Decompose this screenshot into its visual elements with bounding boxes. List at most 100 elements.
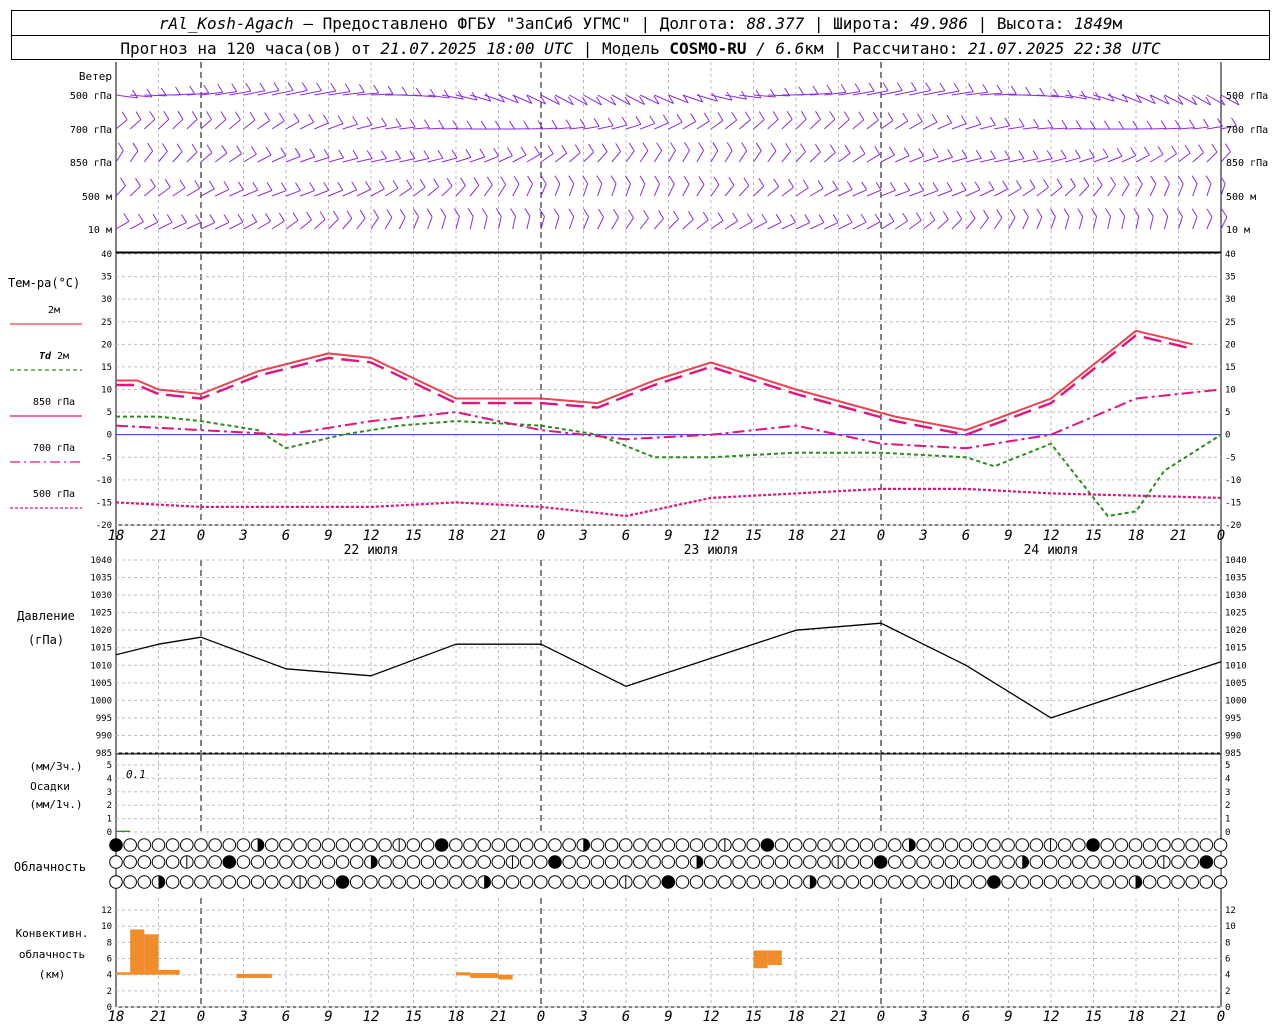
wind-barb xyxy=(1078,185,1090,197)
time-tick-label: 9 xyxy=(1004,528,1012,544)
precip-ytick-right: 1 xyxy=(1225,815,1230,825)
wind-barb-flag xyxy=(684,142,690,151)
wind-barb-flag xyxy=(1217,118,1223,127)
wind-barb-flag xyxy=(453,208,460,217)
wind-barb-flag xyxy=(858,111,865,121)
wind-barb-flag xyxy=(1056,178,1063,187)
wind-barb-flag xyxy=(1231,117,1237,127)
wind-barb-flag xyxy=(415,87,422,97)
wind-barb xyxy=(356,92,379,96)
wind-barb xyxy=(200,118,212,130)
cloud-symbol xyxy=(1029,855,1044,869)
wind-barb xyxy=(441,157,458,163)
cloud-symbol xyxy=(534,838,548,852)
wind-barb-flag xyxy=(996,209,1003,218)
wind-barb xyxy=(724,184,735,197)
wind-barb-flag xyxy=(712,92,718,102)
cloud-symbol xyxy=(845,875,860,889)
time-tick-label-bottom: 0 xyxy=(877,1009,885,1024)
cloud-symbol xyxy=(576,855,591,869)
wind-barb xyxy=(781,221,796,230)
wind-barb xyxy=(909,90,931,96)
cloud-symbol xyxy=(859,855,874,869)
wind-barb-flag xyxy=(1176,208,1183,217)
wind-barb-flag xyxy=(910,82,917,91)
time-tick-label: 15 xyxy=(745,528,762,544)
wind-barb-flag xyxy=(745,111,751,121)
cloud-symbol xyxy=(548,838,562,852)
cloud-symbol xyxy=(109,875,123,889)
temp-ytick-left: -15 xyxy=(96,498,112,508)
cloud-symbol xyxy=(958,875,973,889)
cloud-symbol xyxy=(987,855,1001,869)
precip-bar xyxy=(116,830,131,832)
cloud-symbol xyxy=(123,855,137,869)
wind-barb-flag xyxy=(918,148,925,157)
wind-barb-flag xyxy=(579,118,586,128)
wind-barb xyxy=(1192,126,1209,130)
cloud-symbol xyxy=(279,875,293,889)
wind-barb-flag xyxy=(887,112,894,121)
wind-barb-flag xyxy=(265,146,272,156)
wind-barb-flag xyxy=(527,175,534,185)
chart-header: rAl_Kosh-Agach – Предоставлено ФГБУ "Зап… xyxy=(11,10,1270,60)
precip-ytick-left: 3 xyxy=(107,788,112,798)
wind-barb xyxy=(852,221,867,230)
altitude-value: 1849 xyxy=(1073,14,1113,33)
wind-barb-flag xyxy=(624,96,631,106)
cloud-symbol xyxy=(1029,875,1044,889)
wind-barb-flag xyxy=(149,111,156,120)
cloud-symbol xyxy=(548,875,562,889)
wind-barb-flag xyxy=(1091,208,1097,217)
time-tick-label: 15 xyxy=(405,528,422,544)
wind-level-right: 500 гПа xyxy=(1226,91,1268,102)
time-tick-label-bottom: 3 xyxy=(238,1009,247,1024)
wind-barb xyxy=(809,187,824,197)
wind-barb-flag xyxy=(1221,208,1228,218)
cloud-symbol-half xyxy=(484,875,491,889)
wind-barb xyxy=(526,94,546,105)
wind-barb-flag xyxy=(540,175,547,185)
wind-barb-flag xyxy=(800,110,807,120)
cloud-symbol xyxy=(845,855,860,869)
wind-barb-flag xyxy=(485,92,492,102)
wind-level-right: 500 м xyxy=(1226,192,1256,203)
wind-barb-flag xyxy=(203,84,210,94)
wind-barb-flag xyxy=(974,181,981,191)
wind-barb xyxy=(257,90,280,96)
wind-barb xyxy=(1121,216,1126,230)
cloud-symbol xyxy=(675,838,690,852)
wind-barb-flag xyxy=(1143,146,1150,156)
header-divider xyxy=(12,35,1269,36)
wind-barb-flag xyxy=(1032,150,1039,159)
precip-label-3h: (мм/3ч.) xyxy=(30,760,83,773)
cloud-symbol xyxy=(222,838,237,852)
wind-barb-flag xyxy=(582,175,589,184)
precip-ytick-left: 1 xyxy=(107,815,112,825)
wind-barb xyxy=(427,186,440,197)
wind-barb-flag xyxy=(330,82,337,92)
convective-ytick-right: 6 xyxy=(1225,955,1230,965)
cloud-symbol xyxy=(817,838,831,852)
wind-barb xyxy=(314,90,336,96)
wind-barb xyxy=(597,216,604,230)
cloud-symbol xyxy=(165,875,180,889)
wind-barb xyxy=(611,183,617,197)
precip-ytick-right: 2 xyxy=(1225,801,1230,811)
cloud-symbol-overcast xyxy=(548,855,562,869)
time-tick-label: 6 xyxy=(282,528,290,544)
wind-barb xyxy=(441,185,453,197)
wind-barb-flag xyxy=(1039,87,1046,97)
pressure-ytick-left: 1020 xyxy=(90,626,112,636)
wind-barb-flag xyxy=(191,143,198,153)
wind-barb-flag xyxy=(889,182,896,191)
wind-barb-flag xyxy=(323,149,330,158)
wind-barb xyxy=(937,219,949,230)
wind-barb xyxy=(625,150,635,163)
cloud-symbol xyxy=(208,875,222,889)
wind-barb xyxy=(300,90,322,96)
precip-ytick-left: 2 xyxy=(107,801,112,811)
wind-barb-flag xyxy=(1191,96,1198,106)
convective-bar xyxy=(767,950,782,965)
cloud-symbol xyxy=(803,838,817,852)
